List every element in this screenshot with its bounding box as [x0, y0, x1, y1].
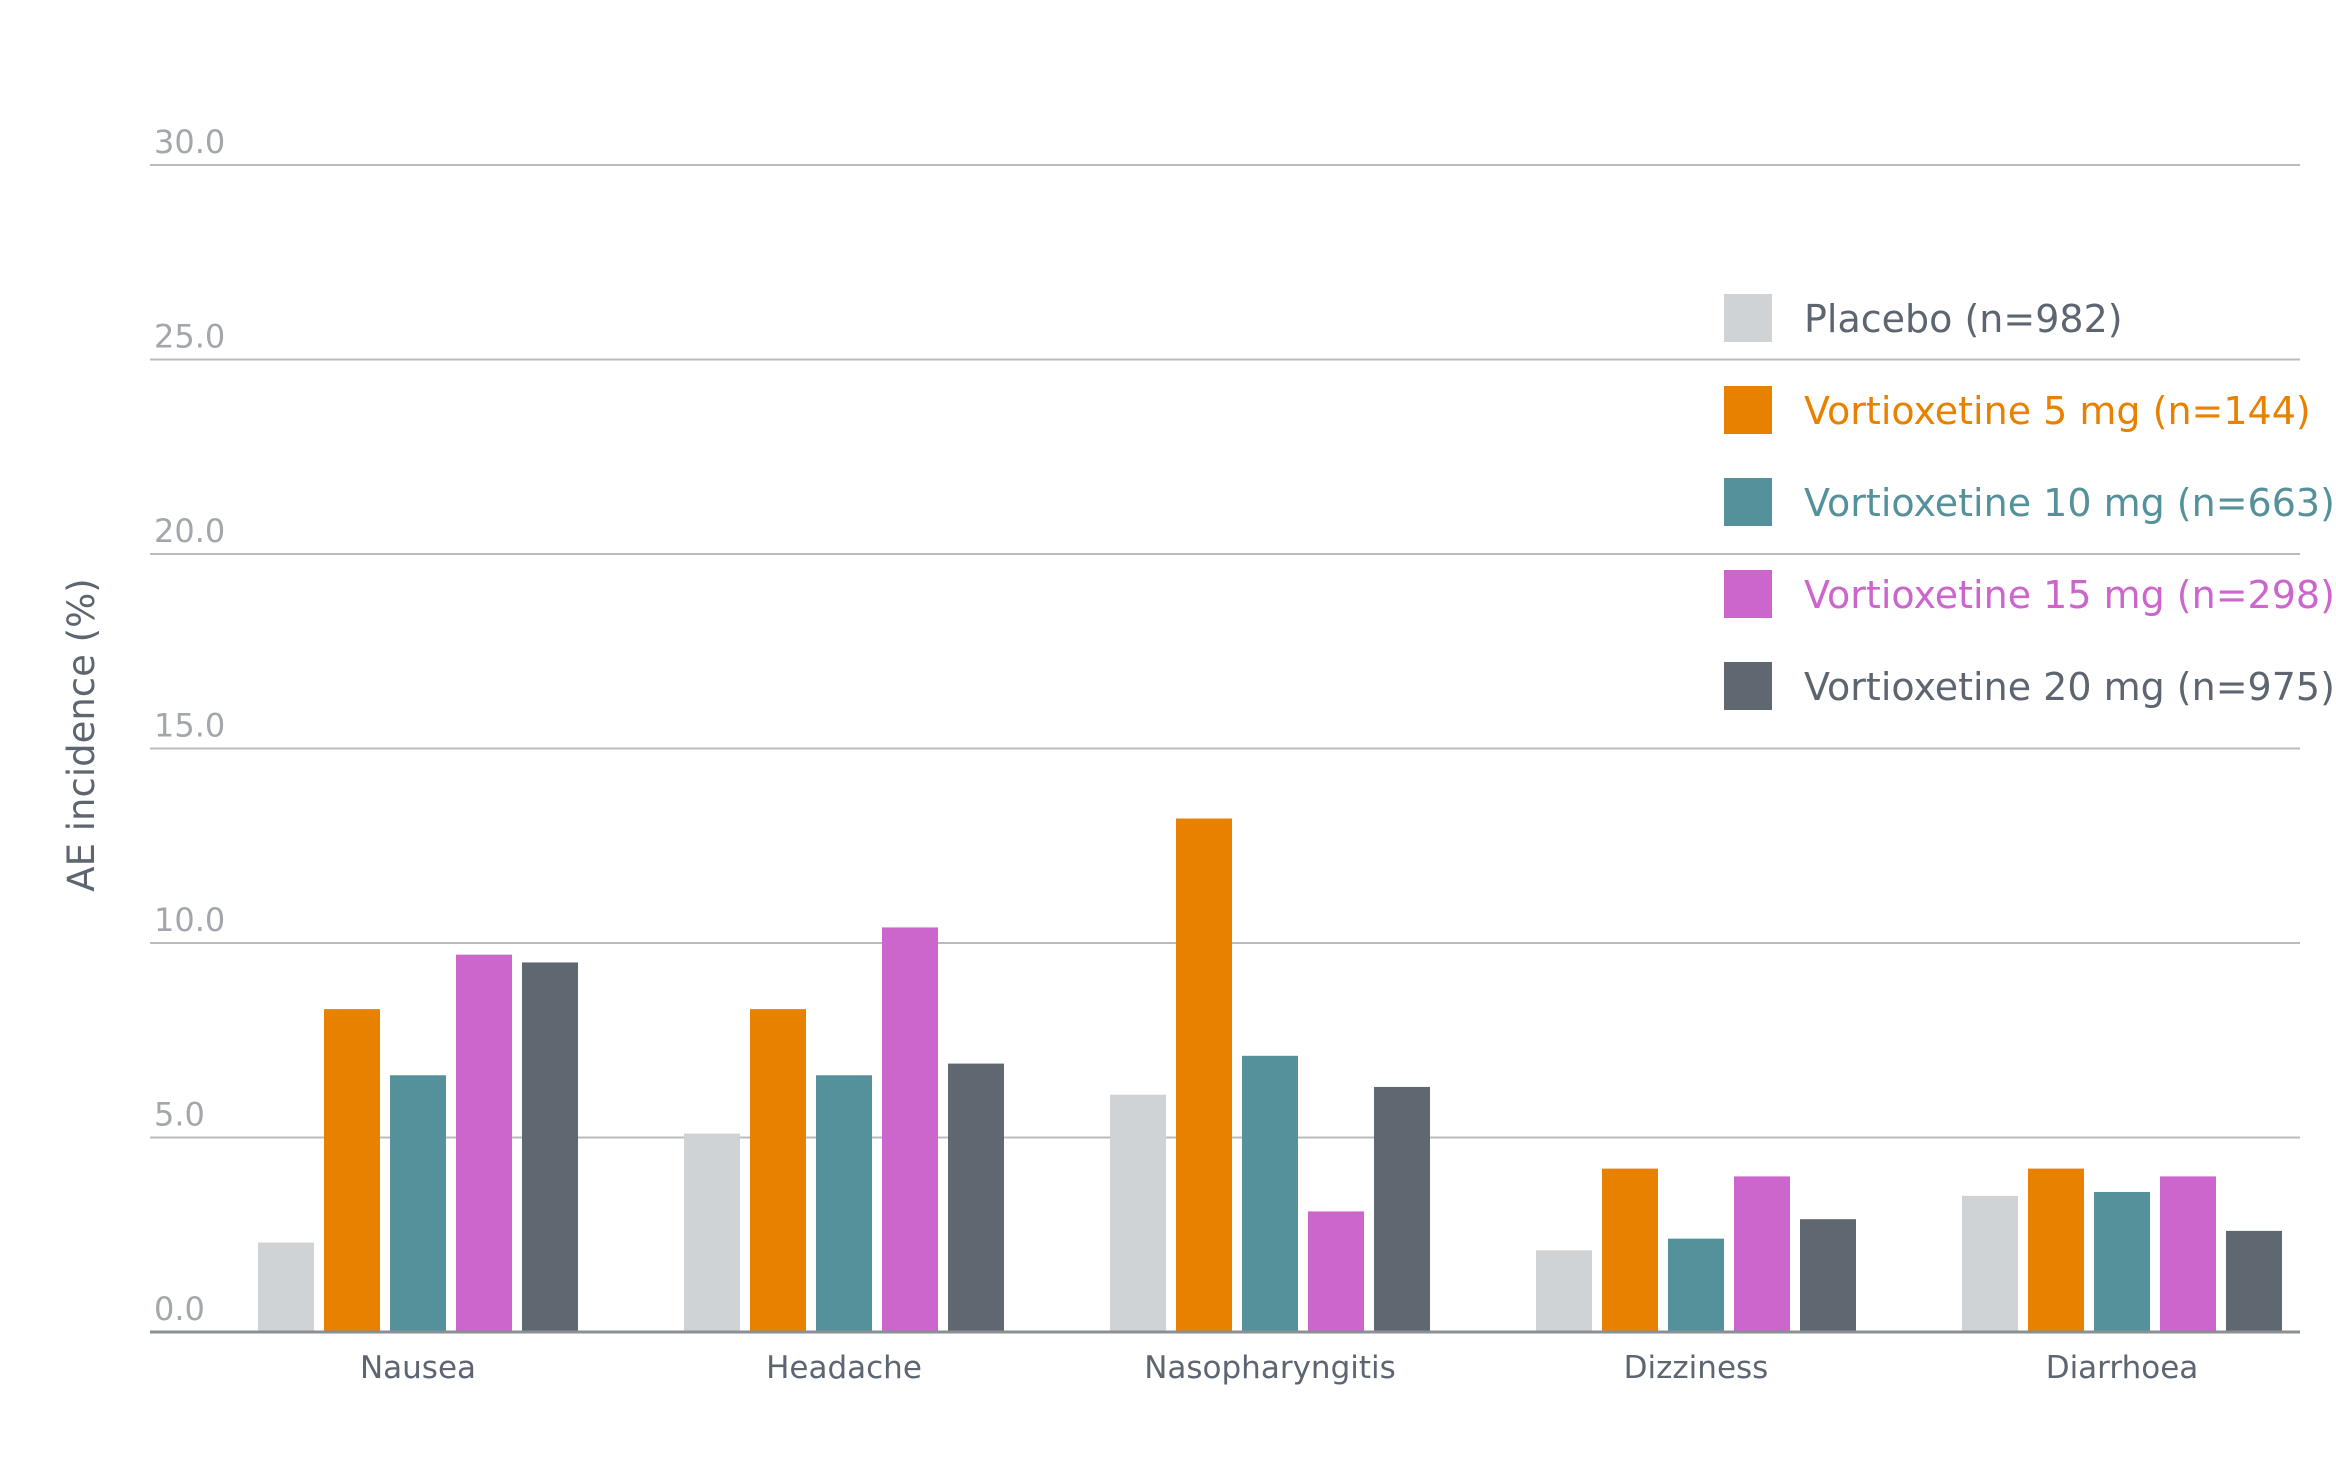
bar [390, 1075, 446, 1332]
x-tick-label: Headache [766, 1350, 922, 1386]
bar [1176, 818, 1232, 1332]
legend-label: Placebo (n=982) [1804, 297, 2123, 341]
bar [2226, 1230, 2282, 1332]
bar [522, 962, 578, 1332]
y-axis-title: AE incidence (%) [60, 578, 103, 891]
bar [750, 1009, 806, 1332]
bar [258, 1242, 314, 1332]
legend: Placebo (n=982) Vortioxetine 5 mg (n=144)… [1724, 294, 2335, 710]
y-tick-label: 0.0 [154, 1290, 205, 1328]
gridlines [150, 164, 2300, 1139]
y-tick-label: 15.0 [154, 707, 225, 745]
bar [1242, 1055, 1298, 1332]
bar [1602, 1168, 1658, 1332]
labels: 0.0 5.0 10.0 15.0 20.0 25.0 30.0 Nausea Headache… [154, 123, 2198, 1386]
bar [1374, 1086, 1430, 1332]
legend-label: Vortioxetine 10 mg (n=663) [1804, 481, 2335, 525]
legend-label: Vortioxetine 5 mg (n=144) [1804, 389, 2311, 433]
y-tick-label: 5.0 [154, 1096, 205, 1134]
legend-swatch [1724, 570, 1772, 618]
legend-swatch [1724, 386, 1772, 434]
bar [948, 1063, 1004, 1332]
bar [1110, 1094, 1166, 1332]
x-tick-label: Nasopharyngitis [1144, 1350, 1396, 1386]
legend-label: Vortioxetine 20 mg (n=975) [1804, 665, 2335, 709]
bar [2028, 1168, 2084, 1332]
bar [1308, 1211, 1364, 1332]
y-tick-label: 20.0 [154, 512, 225, 550]
bar [882, 927, 938, 1332]
bar [456, 954, 512, 1332]
x-tick-label: Dizziness [1624, 1350, 1769, 1386]
bar [324, 1009, 380, 1332]
bar [2094, 1191, 2150, 1332]
bar [1668, 1238, 1724, 1332]
legend-label: Vortioxetine 15 mg (n=298) [1804, 573, 2335, 617]
bar [684, 1133, 740, 1332]
bar [816, 1075, 872, 1332]
bar [2160, 1176, 2216, 1332]
bars [258, 818, 2282, 1332]
y-tick-label: 25.0 [154, 318, 225, 356]
y-tick-label: 10.0 [154, 901, 225, 939]
bar [1800, 1219, 1856, 1332]
legend-swatch [1724, 662, 1772, 710]
x-tick-label: Nausea [360, 1350, 476, 1386]
bar [1734, 1176, 1790, 1332]
legend-swatch [1724, 294, 1772, 342]
bar [1536, 1250, 1592, 1332]
y-tick-label: 30.0 [154, 123, 225, 161]
x-tick-label: Diarrhoea [2046, 1350, 2199, 1386]
legend-swatch [1724, 478, 1772, 526]
bar [1962, 1195, 2018, 1332]
